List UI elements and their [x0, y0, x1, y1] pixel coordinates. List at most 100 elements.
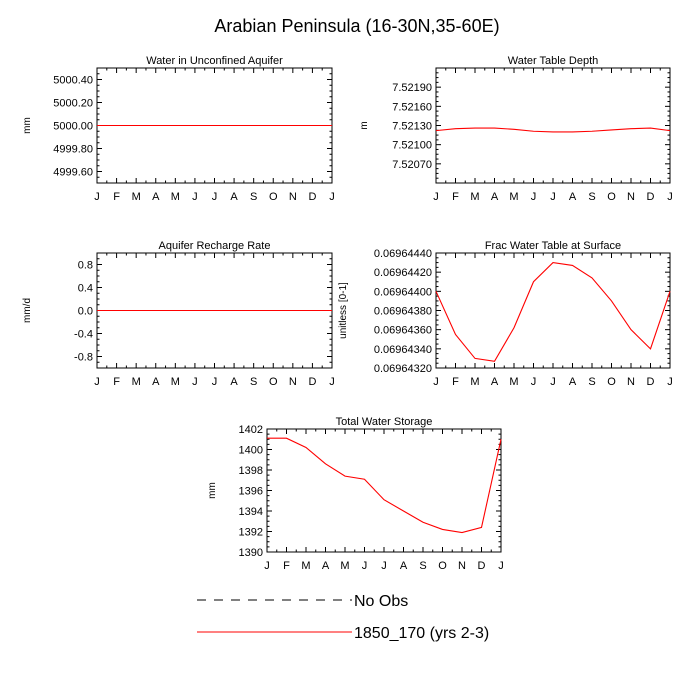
plot-frame — [266, 428, 502, 553]
x-tick-label: J — [550, 376, 556, 388]
y-tick-label: 1402 — [239, 424, 263, 436]
x-tick-label: F — [452, 376, 459, 388]
x-tick-label: J — [329, 191, 335, 203]
y-tick-label: 0.8 — [78, 260, 93, 272]
x-tick-label: N — [458, 560, 466, 572]
y-axis-label: mm — [22, 117, 33, 134]
x-tick-label: A — [491, 191, 499, 203]
y-tick-label: 1394 — [239, 506, 263, 518]
x-tick-label: J — [94, 376, 100, 388]
x-tick-label: M — [509, 376, 518, 388]
x-tick-label: J — [329, 376, 335, 388]
x-tick-label: J — [192, 376, 198, 388]
x-tick-label: A — [400, 560, 408, 572]
x-tick-label: A — [152, 376, 160, 388]
x-tick-label: J — [433, 376, 439, 388]
x-tick-label: J — [362, 560, 368, 572]
x-tick-label: F — [452, 191, 459, 203]
x-tick-label: S — [419, 560, 426, 572]
x-tick-label: M — [171, 191, 180, 203]
x-tick-label: O — [438, 560, 447, 572]
y-tick-label: 0.06964400 — [374, 286, 432, 298]
y-tick-label: 0.06964440 — [374, 248, 432, 260]
x-tick-label: J — [192, 191, 198, 203]
x-tick-label: J — [667, 191, 673, 203]
y-tick-label: 5000.20 — [53, 98, 93, 110]
x-tick-label: J — [433, 191, 439, 203]
x-tick-label: F — [283, 560, 290, 572]
x-tick-label: A — [569, 376, 577, 388]
x-tick-label: M — [340, 560, 349, 572]
y-tick-label: 1398 — [239, 465, 263, 477]
x-tick-label: S — [588, 191, 595, 203]
x-tick-label: J — [381, 560, 387, 572]
y-tick-label: 7.52160 — [392, 101, 432, 113]
x-tick-label: D — [647, 191, 655, 203]
x-tick-label: O — [269, 376, 278, 388]
figure-title: Arabian Peninsula (16-30N,35-60E) — [214, 16, 499, 36]
y-tick-label: 0.06964420 — [374, 267, 432, 279]
x-tick-label: J — [550, 191, 556, 203]
x-tick-label: N — [289, 191, 297, 203]
y-tick-label: 7.52070 — [392, 159, 432, 171]
legend-label: No Obs — [354, 593, 408, 610]
plot-frame — [435, 67, 671, 184]
x-tick-label: M — [509, 191, 518, 203]
x-tick-label: D — [478, 560, 486, 572]
x-tick-label: J — [212, 191, 218, 203]
x-tick-label: D — [308, 376, 316, 388]
x-tick-label: M — [470, 191, 479, 203]
y-tick-label: 5000.40 — [53, 75, 93, 87]
x-tick-label: O — [607, 376, 616, 388]
y-tick-label: 7.52130 — [392, 121, 432, 133]
y-tick-label: 4999.80 — [53, 144, 93, 156]
x-tick-label: A — [152, 191, 160, 203]
x-tick-label: J — [531, 191, 537, 203]
y-tick-label: 5000.00 — [53, 121, 93, 133]
y-tick-label: 0.06964360 — [374, 325, 432, 337]
x-tick-label: M — [470, 376, 479, 388]
y-tick-label: 7.52190 — [392, 82, 432, 94]
y-tick-label: 4999.60 — [53, 167, 93, 179]
x-tick-label: A — [322, 560, 330, 572]
y-tick-label: 0.06964320 — [374, 363, 432, 375]
x-tick-label: N — [627, 376, 635, 388]
x-tick-label: S — [588, 376, 595, 388]
legend-label: 1850_170 (yrs 2-3) — [354, 625, 489, 642]
x-tick-label: A — [230, 191, 238, 203]
x-tick-label: F — [113, 191, 120, 203]
x-tick-label: J — [498, 560, 504, 572]
panel-title: Total Water Storage — [336, 416, 433, 428]
y-tick-label: 0.0 — [78, 306, 93, 318]
x-tick-label: A — [491, 376, 499, 388]
y-axis-label: unitless [0-1] — [338, 282, 349, 339]
x-tick-label: D — [308, 191, 316, 203]
y-tick-label: 0.4 — [78, 283, 93, 295]
y-tick-label: -0.8 — [74, 352, 93, 364]
x-tick-label: D — [647, 376, 655, 388]
y-axis-label: mm/d — [22, 298, 33, 323]
y-tick-label: 1400 — [239, 445, 263, 457]
x-tick-label: F — [113, 376, 120, 388]
x-tick-label: J — [94, 191, 100, 203]
x-tick-label: J — [667, 376, 673, 388]
legend: No Obs 1850_170 (yrs 2-3) — [197, 593, 489, 642]
x-tick-label: M — [171, 376, 180, 388]
y-tick-label: 1396 — [239, 486, 263, 498]
panel-title: Aquifer Recharge Rate — [159, 240, 271, 252]
series-line — [267, 437, 502, 534]
x-tick-label: M — [301, 560, 310, 572]
panel-title: Water Table Depth — [508, 55, 599, 67]
y-tick-label: -0.4 — [74, 329, 93, 341]
x-tick-label: A — [569, 191, 577, 203]
y-tick-label: 1390 — [239, 547, 263, 559]
y-tick-label: 1392 — [239, 527, 263, 539]
x-tick-label: N — [627, 191, 635, 203]
x-tick-label: N — [289, 376, 297, 388]
x-tick-label: S — [250, 191, 257, 203]
